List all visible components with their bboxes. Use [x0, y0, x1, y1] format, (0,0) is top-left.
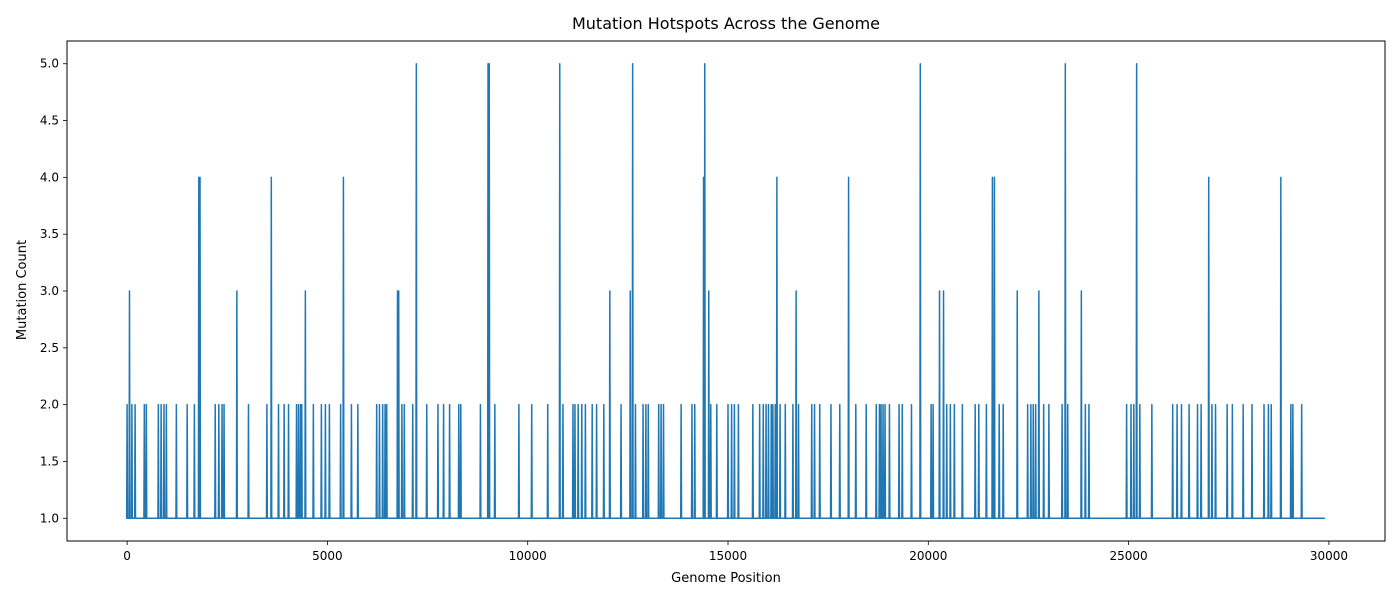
x-tick-label: 30000 [1310, 549, 1348, 563]
x-tick-label: 10000 [509, 549, 547, 563]
y-tick-label: 1.0 [40, 511, 59, 525]
y-tick-label: 1.5 [40, 454, 59, 468]
mutation-count-series-line [125, 62, 1325, 520]
y-tick-label: 2.5 [40, 341, 59, 355]
y-tick-label: 5.0 [40, 57, 59, 71]
y-axis-ticks: 1.0 1.5 2.0 2.5 3.0 3.5 4.0 4.5 5.0 [40, 57, 67, 525]
y-tick-label: 4.0 [40, 170, 59, 184]
x-tick-label: 15000 [709, 549, 747, 563]
chart-title: Mutation Hotspots Across the Genome [572, 14, 880, 33]
y-tick-label: 4.5 [40, 114, 59, 128]
y-tick-label: 3.0 [40, 284, 59, 298]
y-tick-label: 3.5 [40, 227, 59, 241]
x-axis-ticks: 0 5000 10000 15000 20000 25000 30000 [123, 541, 1348, 563]
x-tick-label: 20000 [909, 549, 947, 563]
x-tick-label: 5000 [312, 549, 343, 563]
x-tick-label: 0 [123, 549, 131, 563]
x-tick-label: 25000 [1110, 549, 1148, 563]
x-axis-label: Genome Position [671, 571, 781, 586]
y-axis-label: Mutation Count [15, 240, 30, 340]
y-tick-label: 2.0 [40, 398, 59, 412]
